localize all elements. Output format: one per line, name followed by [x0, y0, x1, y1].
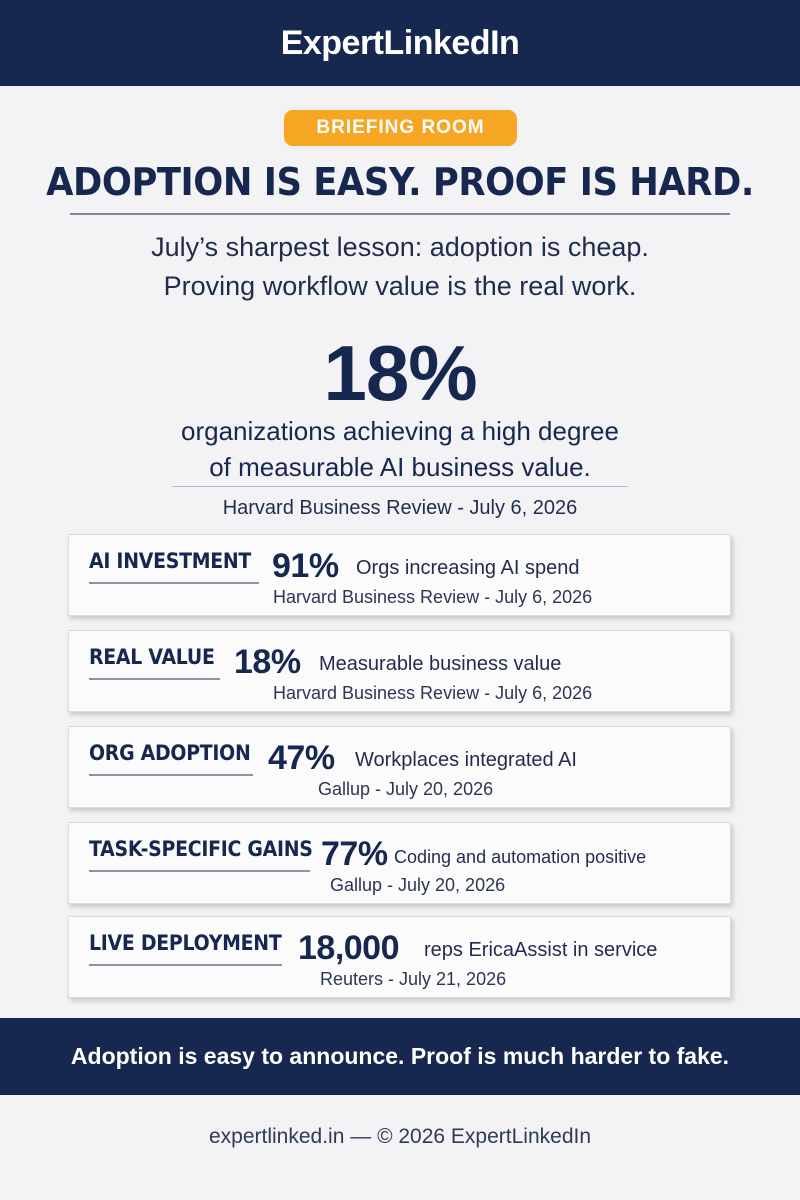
briefing-room-badge: BRIEFING ROOM	[284, 110, 517, 146]
stat-card-label: REAL VALUE	[89, 645, 215, 669]
stat-card-label: TASK-SPECIFIC GAINS	[89, 837, 313, 861]
page-headline: ADOPTION IS EASY. PROOF IS HARD.	[46, 160, 754, 204]
footer-tagline: Adoption is easy to announce. Proof is m…	[70, 1043, 730, 1069]
stat-card-source: Harvard Business Review - July 6, 2026	[273, 683, 593, 703]
headline-divider	[70, 213, 730, 215]
stat-card-label-underline	[89, 774, 253, 776]
hero-stat-divider	[172, 486, 628, 487]
stat-card-text: Coding and automation positive	[394, 847, 647, 867]
stat-card-value: 47%	[268, 739, 335, 777]
stat-card-text: reps EricaAssist in service	[424, 939, 658, 961]
stat-card-text: Measurable business value	[319, 653, 562, 675]
brand-logo: ExpertLinkedIn	[280, 23, 520, 62]
stat-card-value: 77%	[321, 835, 388, 873]
hero-stat-source: Harvard Business Review - July 6, 2026	[222, 497, 578, 519]
page-header: ExpertLinkedIn	[0, 0, 800, 86]
stat-card-source: Harvard Business Review - July 6, 2026	[273, 587, 593, 607]
stat-card-label-underline	[89, 582, 259, 584]
stat-card-label-underline	[89, 964, 282, 966]
subheadline-line-2: Proving workflow value is the real work.	[163, 271, 637, 301]
stat-card-ai-investment: AI INVESTMENT 91% Orgs increasing AI spe…	[68, 534, 731, 616]
stat-card-text: Orgs increasing AI spend	[356, 557, 580, 579]
stat-card-text: Workplaces integrated AI	[355, 749, 577, 771]
stat-card-source: Gallup - July 20, 2026	[318, 779, 494, 799]
hero-stat-description-line-2: of measurable AI business value.	[209, 452, 591, 482]
stat-card-live-deployment: LIVE DEPLOYMENT 18,000 reps EricaAssist …	[68, 916, 731, 998]
stat-card-org-adoption: ORG ADOPTION 47% Workplaces integrated A…	[68, 726, 731, 808]
subheadline-line-1: July’s sharpest lesson: adoption is chea…	[151, 232, 649, 262]
stat-card-label: AI INVESTMENT	[89, 549, 252, 573]
footer-tagline-band: Adoption is easy to announce. Proof is m…	[0, 1018, 800, 1095]
stat-card-source: Gallup - July 20, 2026	[330, 875, 506, 895]
stat-card-value: 18,000	[298, 929, 400, 967]
hero-stat-value: 18%	[323, 329, 477, 417]
stat-card-label: LIVE DEPLOYMENT	[89, 931, 282, 955]
hero-stat-description-line-1: organizations achieving a high degree	[181, 416, 619, 446]
stat-card-source: Reuters - July 21, 2026	[320, 969, 507, 989]
stat-card-real-value: REAL VALUE 18% Measurable business value…	[68, 630, 731, 712]
stat-card-label-underline	[89, 870, 310, 872]
stat-card-label: ORG ADOPTION	[89, 741, 251, 765]
stat-card-label-underline	[89, 678, 220, 680]
stat-card-value: 91%	[272, 547, 339, 585]
stat-card-value: 18%	[234, 643, 301, 681]
footer-credit: expertlinked.in — © 2026 ExpertLinkedIn	[208, 1125, 592, 1148]
stat-card-task-specific-gains: TASK-SPECIFIC GAINS 77% Coding and autom…	[68, 822, 731, 904]
